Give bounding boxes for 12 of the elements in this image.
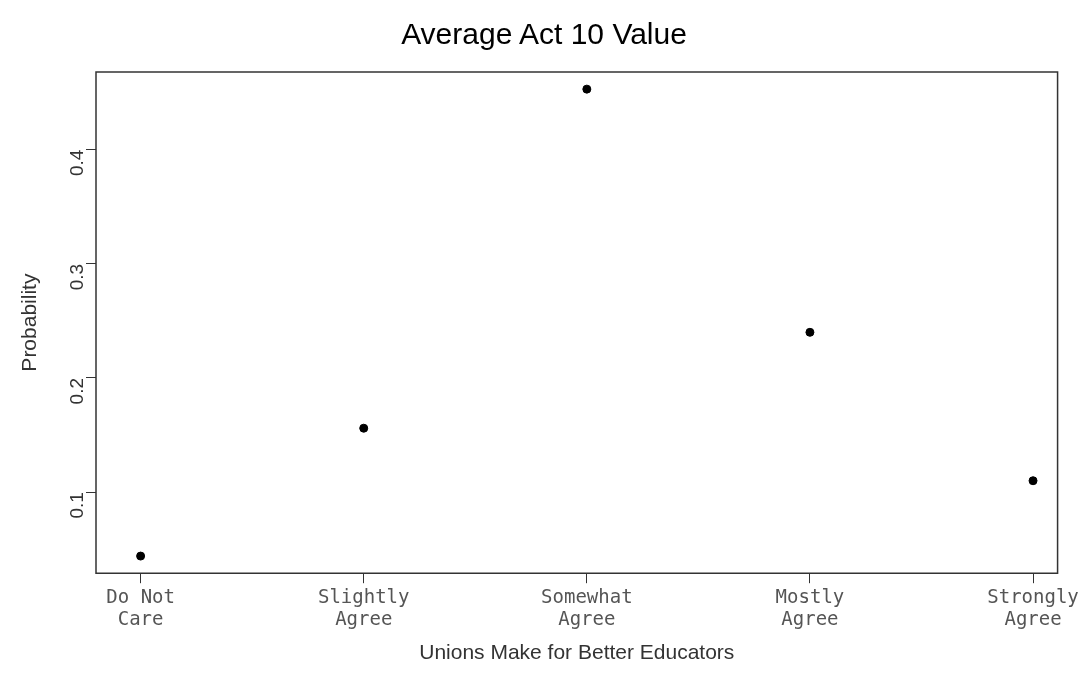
y-tick-label: 0.4 (66, 149, 88, 177)
y-axis-title: Probability (17, 273, 41, 372)
x-tick-label: Somewhat Agree (541, 584, 633, 630)
x-tick-label: Slightly Agree (317, 584, 410, 630)
y-tick-label: 0.2 (66, 377, 88, 405)
chart-title: Average Act 10 Value (401, 17, 687, 51)
x-tick-label: Do Not Care (106, 584, 175, 630)
x-tick-label: Strongly Agree (987, 584, 1079, 630)
x-axis-title: Unions Make for Better Educators (419, 640, 735, 664)
x-tick-label: Mostly Agree (775, 584, 845, 630)
y-tick-label: 0.1 (66, 492, 88, 519)
y-tick-label: 0.3 (66, 263, 88, 291)
